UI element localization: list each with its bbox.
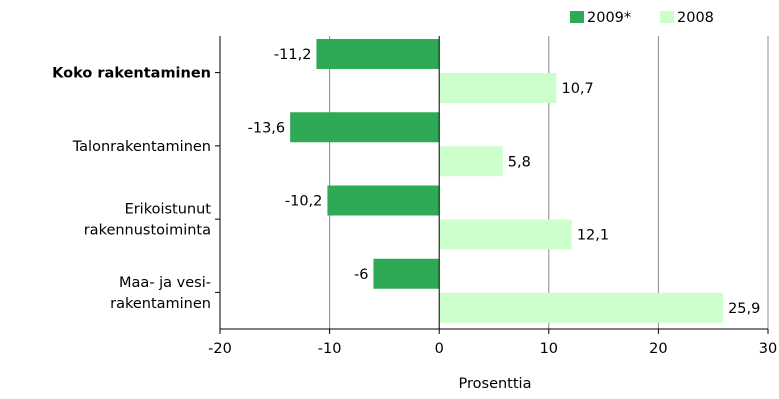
legend-label-1: 2008 — [677, 10, 714, 26]
legend: 2009* 2008 — [570, 10, 714, 26]
x-tick-label-3: 10 — [540, 341, 558, 357]
category-label-3-1: rakentaminen — [110, 296, 211, 312]
x-axis-title: Prosenttia — [459, 376, 532, 392]
category-label-3-0: Maa- ja vesi- — [119, 275, 211, 291]
bar-0-3 — [373, 258, 440, 289]
data-label-0-3: -6 — [354, 267, 368, 283]
category-label-1-0: Talonrakentaminen — [72, 139, 211, 155]
legend-swatch-1 — [660, 11, 674, 23]
data-label-0-1: -13,6 — [248, 120, 286, 136]
data-label-0-0: -11,2 — [274, 47, 312, 63]
bars — [290, 39, 724, 323]
x-tick-labels: -20 -10 0 10 20 30 — [208, 341, 777, 357]
data-label-0-2: -10,2 — [285, 194, 323, 210]
legend-label-0: 2009* — [587, 10, 631, 26]
x-tick-label-1: -10 — [318, 341, 342, 357]
bar-1-3 — [439, 292, 724, 323]
bar-1-0 — [439, 73, 557, 103]
x-tick-label-4: 20 — [649, 341, 667, 357]
axes — [215, 36, 769, 334]
bar-0-2 — [327, 185, 440, 216]
category-labels: Koko rakentaminen Talonrakentaminen Erikoi… — [52, 66, 211, 312]
bar-1-1 — [439, 146, 503, 177]
data-label-1-3: 25,9 — [728, 301, 760, 317]
data-labels: -11,2 10,7 -13,6 5,8 -10,2 12,1 -6 25,9 — [248, 47, 761, 317]
x-tick-label-5: 30 — [759, 341, 777, 357]
data-label-1-0: 10,7 — [561, 81, 593, 97]
legend-swatch-0 — [570, 11, 584, 23]
bar-0-0 — [316, 39, 440, 69]
category-label-0-0: Koko rakentaminen — [52, 66, 211, 82]
x-tick-label-0: -20 — [208, 341, 232, 357]
x-tick-label-2: 0 — [435, 341, 444, 357]
bar-0-1 — [290, 112, 440, 143]
data-label-1-1: 5,8 — [508, 154, 531, 170]
category-label-2-1: rakennustoiminta — [84, 223, 211, 239]
bar-1-2 — [439, 219, 572, 250]
data-label-1-2: 12,1 — [577, 228, 609, 244]
category-label-2-0: Erikoistunut — [125, 202, 212, 218]
